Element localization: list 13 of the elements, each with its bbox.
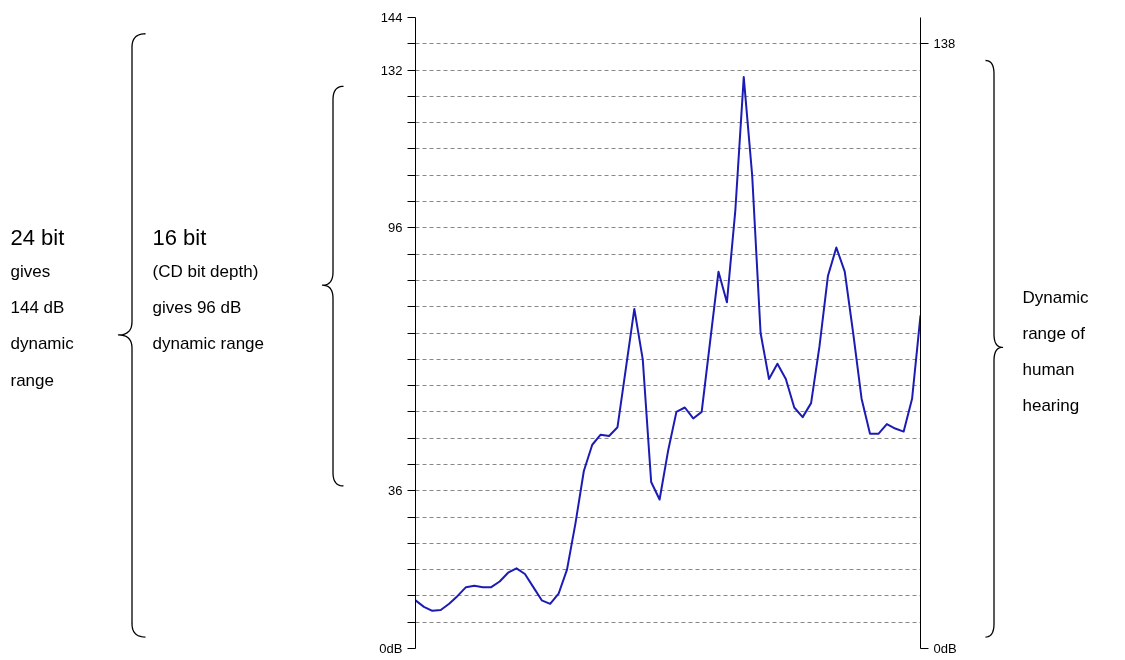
y-tick-label: 36 bbox=[388, 483, 403, 499]
text: 24 bit bbox=[10, 224, 65, 250]
text: (CD bit depth) gives 96 dB dynamic range bbox=[152, 262, 265, 354]
text: 16 bit bbox=[152, 224, 207, 250]
text: Dynamic range of human hearing bbox=[1022, 288, 1090, 416]
y-tick-label: 132 bbox=[380, 62, 403, 78]
y-tick-label: 144 bbox=[380, 10, 403, 25]
y-tick-label: 0dB bbox=[379, 641, 403, 656]
text: gives 144 dB dynamic range bbox=[10, 262, 75, 390]
y2-tick-label: 0dB bbox=[933, 641, 957, 656]
line-series bbox=[415, 76, 921, 612]
y-tick-label: 96 bbox=[388, 220, 403, 236]
y2-tick-label: 138 bbox=[933, 36, 956, 52]
